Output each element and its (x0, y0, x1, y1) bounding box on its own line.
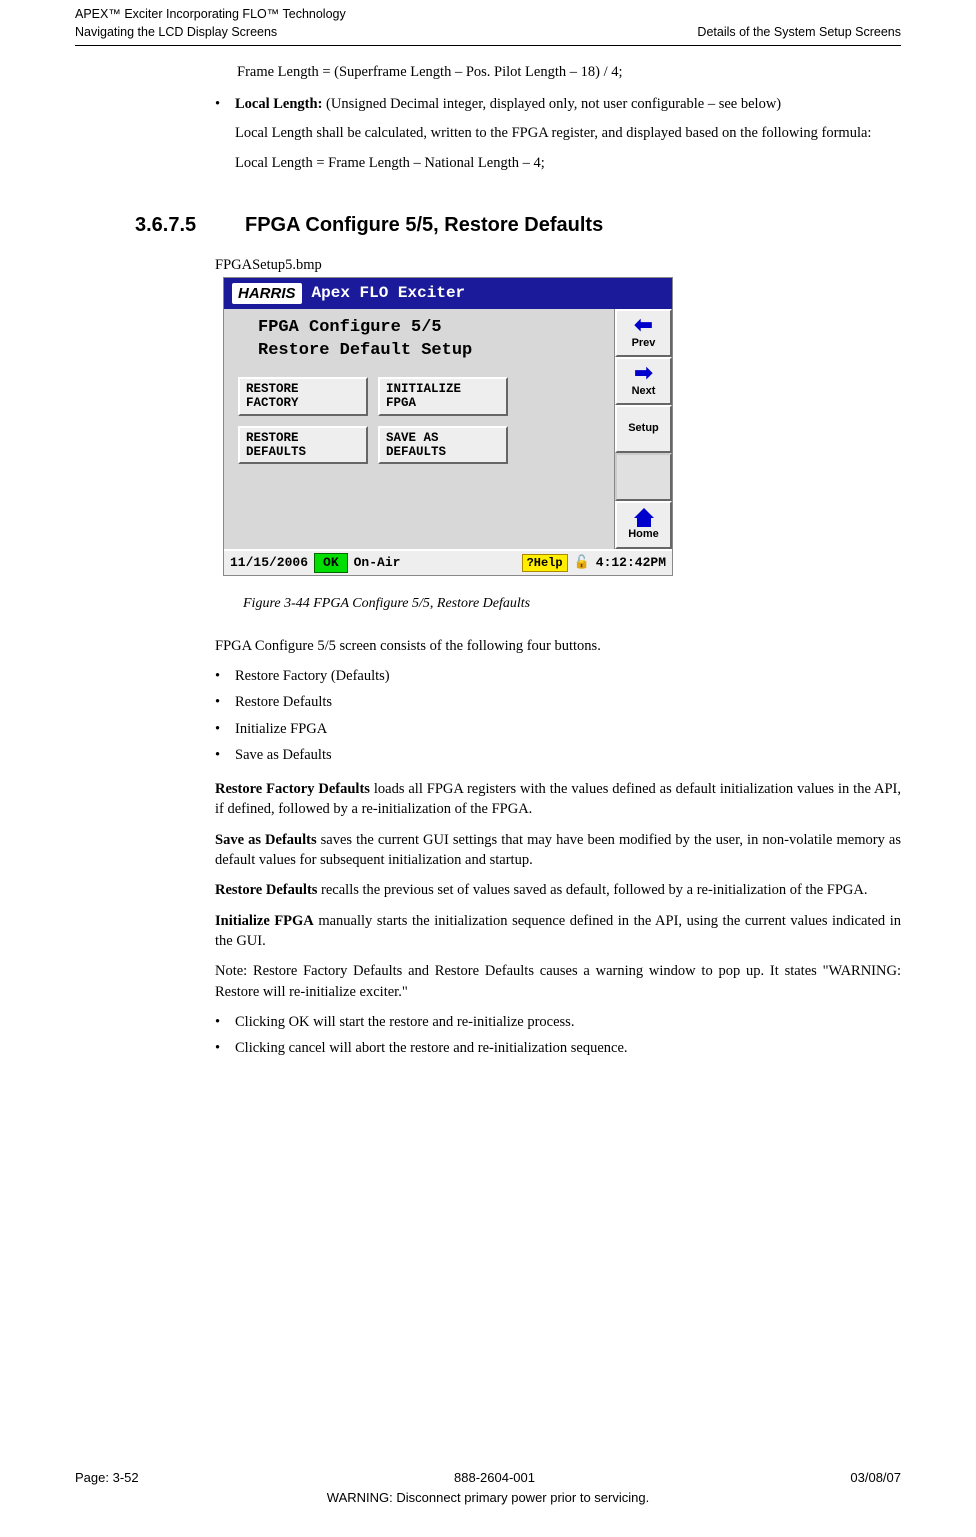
list-item: •Restore Factory (Defaults) (215, 666, 901, 686)
lcd-button-grid: RESTOREFACTORY INITIALIZEFPGA RESTOREDEF… (238, 377, 508, 465)
list-item-text: Initialize FPGA (235, 719, 901, 739)
home-icon-body (637, 518, 651, 527)
list-item: •Restore Defaults (215, 692, 901, 712)
lcd-heading-line1: FPGA Configure 5/5 (258, 317, 604, 340)
setup-label: Setup (628, 421, 659, 436)
page-footer: Page: 3-52 888-2604-001 03/08/07 WARNING… (75, 1469, 901, 1507)
restore-factory-term: Restore Factory Defaults (215, 781, 370, 797)
initialize-fpga-para: Initialize FPGA manually starts the init… (215, 911, 901, 952)
header-rule (75, 45, 901, 46)
lcd-titlebar: HARRIS Apex FLO Exciter (224, 278, 672, 308)
unlock-icon: 🔓 (574, 554, 590, 572)
footer-warning: WARNING: Disconnect primary power prior … (75, 1489, 901, 1507)
next-label: Next (632, 384, 656, 399)
figure-caption: Figure 3-44 FPGA Configure 5/5, Restore … (243, 594, 901, 614)
list-item: •Save as Defaults (215, 745, 901, 765)
frame-length-formula: Frame Length = (Superframe Length – Pos.… (237, 62, 901, 82)
list-item: •Initialize FPGA (215, 719, 901, 739)
restore-defaults-text: recalls the previous set of values saved… (317, 882, 867, 898)
footer-date: 03/08/07 (850, 1469, 901, 1487)
lcd-screenshot: HARRIS Apex FLO Exciter FPGA Configure 5… (223, 277, 673, 576)
save-defaults-term: Save as Defaults (215, 832, 317, 848)
list-item-text: Restore Defaults (235, 692, 901, 712)
home-label: Home (628, 527, 659, 542)
next-button[interactable]: ➡ Next (615, 357, 672, 405)
initialize-fpga-term: Initialize FPGA (215, 913, 314, 929)
list-item: •Clicking cancel will abort the restore … (215, 1038, 901, 1058)
bullet-dot: • (215, 1038, 235, 1058)
blank-nav-slot (615, 453, 672, 501)
restore-factory-button[interactable]: RESTOREFACTORY (238, 377, 368, 416)
local-length-formula: Local Length = Frame Length – National L… (235, 153, 901, 173)
help-button[interactable]: ?Help (522, 554, 568, 573)
status-ok-badge: OK (314, 553, 348, 573)
lcd-heading-line2: Restore Default Setup (258, 340, 604, 363)
local-length-para: Local Length shall be calculated, writte… (235, 123, 901, 143)
status-date: 11/15/2006 (230, 554, 308, 572)
prev-button[interactable]: ⬅ Prev (615, 309, 672, 357)
footer-page: Page: 3-52 (75, 1469, 139, 1487)
section-title: FPGA Configure 5/5, Restore Defaults (245, 214, 603, 236)
list-item-text: Save as Defaults (235, 745, 901, 765)
bullet-dot: • (215, 719, 235, 739)
list-item-text: Clicking OK will start the restore and r… (235, 1012, 901, 1032)
save-defaults-para: Save as Defaults saves the current GUI s… (215, 830, 901, 871)
initialize-fpga-button[interactable]: INITIALIZEFPGA (378, 377, 508, 416)
header-right-title: Details of the System Setup Screens (697, 24, 901, 42)
note-para: Note: Restore Factory Defaults and Resto… (215, 961, 901, 1002)
bmp-filename: FPGASetup5.bmp (215, 255, 901, 275)
arrow-right-icon: ➡ (634, 362, 652, 384)
local-length-item: Local Length: (Unsigned Decimal integer,… (235, 94, 901, 185)
lcd-side-nav: ⬅ Prev ➡ Next Setup Home (614, 309, 672, 549)
product-name-line2: Navigating the LCD Display Screens (75, 24, 346, 42)
lcd-title: Apex FLO Exciter (312, 282, 466, 304)
harris-logo: HARRIS (232, 283, 302, 304)
initialize-fpga-text: manually starts the initialization seque… (215, 913, 901, 949)
setup-button[interactable]: Setup (615, 405, 672, 453)
restore-defaults-button[interactable]: RESTOREDEFAULTS (238, 426, 368, 465)
bullet-dot: • (215, 745, 235, 765)
lcd-body: FPGA Configure 5/5 Restore Default Setup… (224, 309, 672, 549)
list-item-text: Clicking cancel will abort the restore a… (235, 1038, 901, 1058)
local-length-desc: (Unsigned Decimal integer, displayed onl… (322, 96, 781, 112)
bullet-dot: • (215, 1012, 235, 1032)
local-length-label: Local Length: (235, 96, 322, 112)
arrow-left-icon: ⬅ (634, 314, 652, 336)
intro-sentence: FPGA Configure 5/5 screen consists of th… (215, 636, 901, 656)
prev-label: Prev (632, 336, 656, 351)
home-icon (634, 508, 654, 518)
lcd-main: FPGA Configure 5/5 Restore Default Setup… (224, 309, 614, 549)
list-item: •Clicking OK will start the restore and … (215, 1012, 901, 1032)
footer-docnum: 888-2604-001 (454, 1469, 535, 1487)
save-defaults-text: saves the current GUI settings that may … (215, 832, 901, 868)
bullet-dot: • (215, 94, 235, 185)
lcd-heading: FPGA Configure 5/5 Restore Default Setup (238, 317, 604, 363)
restore-factory-para: Restore Factory Defaults loads all FPGA … (215, 779, 901, 820)
page-header: APEX™ Exciter Incorporating FLO™ Technol… (75, 6, 901, 41)
section-number: 3.6.7.5 (135, 211, 245, 239)
header-left: APEX™ Exciter Incorporating FLO™ Technol… (75, 6, 346, 41)
list-item-text: Restore Factory (Defaults) (235, 666, 901, 686)
save-as-defaults-button[interactable]: SAVE ASDEFAULTS (378, 426, 508, 465)
restore-defaults-para: Restore Defaults recalls the previous se… (215, 880, 901, 900)
lcd-statusbar: 11/15/2006 OK On-Air ?Help 🔓 4:12:42PM (224, 549, 672, 575)
restore-defaults-term: Restore Defaults (215, 882, 317, 898)
status-time: 4:12:42PM (596, 554, 666, 572)
main-content: Frame Length = (Superframe Length – Pos.… (215, 62, 901, 1058)
bullet-dot: • (215, 666, 235, 686)
section-heading: 3.6.7.5FPGA Configure 5/5, Restore Defau… (135, 211, 901, 239)
header-right: Details of the System Setup Screens (697, 6, 901, 41)
home-button[interactable]: Home (615, 501, 672, 549)
bullet-dot: • (215, 692, 235, 712)
status-onair: On-Air (354, 554, 401, 572)
product-name-line1: APEX™ Exciter Incorporating FLO™ Technol… (75, 6, 346, 24)
